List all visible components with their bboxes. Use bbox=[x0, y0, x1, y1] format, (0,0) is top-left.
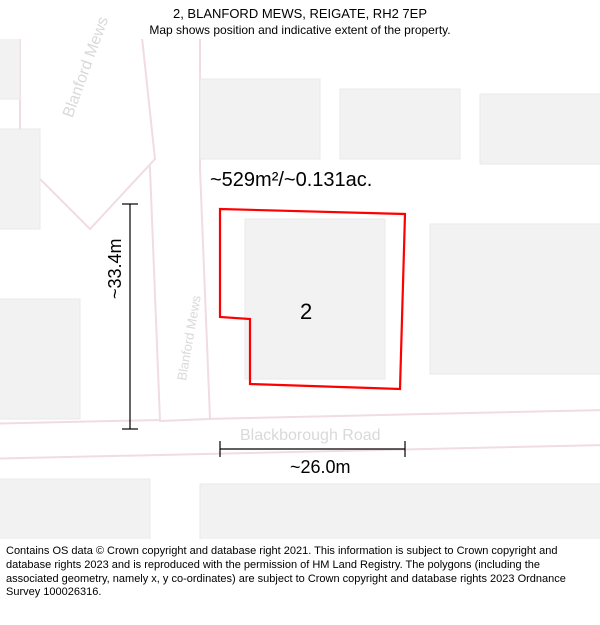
map-area: Blanford Mews Blanford Mews Blackborough… bbox=[0, 39, 600, 539]
width-measure-label: ~26.0m bbox=[290, 457, 351, 478]
building bbox=[480, 94, 600, 164]
building bbox=[200, 79, 320, 159]
building bbox=[0, 39, 20, 99]
building bbox=[0, 299, 80, 419]
street-label-3: Blackborough Road bbox=[240, 427, 381, 445]
building bbox=[245, 219, 385, 379]
building bbox=[0, 129, 40, 229]
copyright-footer: Contains OS data © Crown copyright and d… bbox=[0, 539, 600, 600]
building bbox=[200, 484, 600, 539]
building bbox=[430, 224, 600, 374]
height-measure-label: ~33.4m bbox=[105, 238, 126, 299]
area-label: ~529m²/~0.131ac. bbox=[210, 169, 372, 192]
building bbox=[0, 479, 150, 539]
building bbox=[340, 89, 460, 159]
plot-number-label: 2 bbox=[300, 299, 312, 325]
